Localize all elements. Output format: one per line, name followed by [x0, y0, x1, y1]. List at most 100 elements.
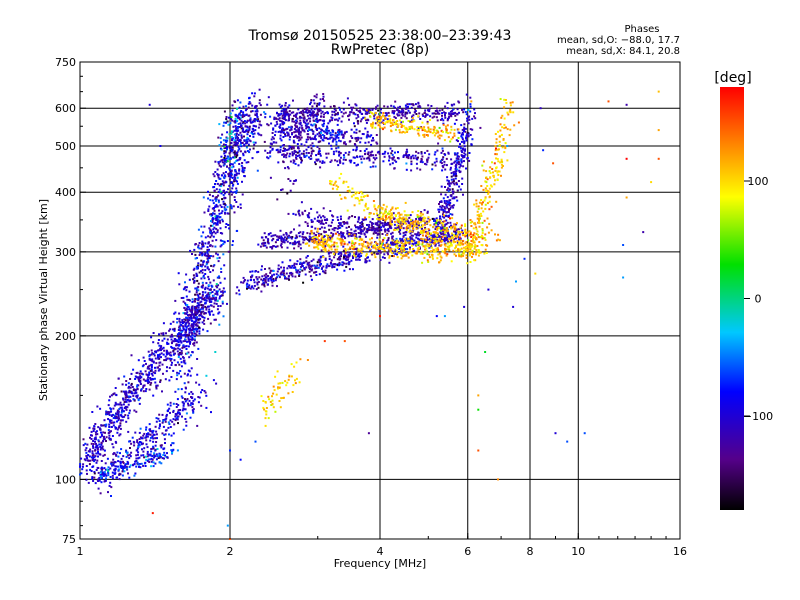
- data-point: [388, 261, 391, 264]
- data-point: [446, 211, 449, 214]
- data-point: [372, 154, 374, 157]
- data-point: [177, 336, 180, 339]
- data-point: [329, 119, 332, 122]
- data-point: [281, 144, 284, 147]
- data-point: [313, 217, 316, 220]
- data-point: [130, 372, 133, 375]
- data-point: [344, 258, 347, 261]
- data-point: [353, 162, 356, 164]
- data-point: [410, 240, 413, 243]
- data-point: [181, 346, 184, 349]
- data-point: [464, 149, 466, 152]
- data-point: [200, 247, 203, 250]
- data-point: [354, 229, 357, 232]
- data-point: [416, 167, 419, 170]
- data-point: [320, 249, 323, 252]
- data-point: [419, 239, 422, 242]
- data-point: [242, 276, 245, 279]
- data-point: [190, 402, 193, 405]
- data-point: [415, 242, 418, 245]
- data-point: [324, 219, 326, 221]
- data-point: [322, 248, 325, 251]
- data-point: [167, 352, 170, 355]
- data-point: [405, 152, 408, 155]
- data-point: [201, 254, 204, 257]
- data-point: [330, 159, 333, 162]
- data-point: [231, 244, 234, 246]
- data-point: [421, 161, 424, 164]
- data-point: [323, 226, 326, 229]
- data-point: [442, 208, 445, 211]
- data-point: [339, 215, 342, 218]
- data-point: [315, 154, 318, 157]
- data-point: [377, 233, 380, 236]
- data-point: [331, 219, 334, 221]
- data-point: [444, 207, 447, 210]
- data-point: [227, 116, 230, 119]
- data-point: [358, 130, 361, 133]
- data-point: [324, 250, 327, 253]
- data-point: [276, 111, 278, 114]
- data-point: [218, 144, 221, 147]
- data-point: [201, 294, 204, 297]
- data-point: [319, 241, 322, 244]
- data-point: [345, 262, 348, 265]
- data-point: [319, 227, 322, 230]
- data-point: [336, 113, 339, 116]
- data-point: [93, 438, 96, 441]
- data-point: [255, 112, 258, 115]
- data-point: [279, 237, 282, 240]
- data-point: [391, 242, 394, 245]
- data-point: [225, 116, 228, 118]
- data-point: [312, 138, 315, 140]
- data-point: [404, 242, 407, 245]
- data-point: [354, 255, 357, 258]
- data-point: [406, 220, 409, 223]
- data-point: [195, 341, 198, 344]
- data-point: [182, 325, 185, 328]
- data-point: [333, 245, 336, 248]
- data-point: [402, 243, 405, 245]
- data-point: [142, 378, 145, 381]
- data-point: [414, 108, 417, 111]
- data-point: [208, 288, 211, 291]
- data-point: [177, 409, 180, 412]
- data-point: [239, 158, 242, 161]
- data-point: [191, 300, 194, 303]
- data-point: [97, 455, 99, 458]
- data-point: [121, 408, 124, 411]
- data-point: [329, 105, 332, 108]
- data-point: [200, 277, 203, 280]
- data-point: [285, 149, 288, 152]
- data-point: [301, 269, 304, 272]
- data-point: [463, 126, 466, 129]
- data-point: [450, 178, 453, 181]
- data-point: [463, 155, 465, 157]
- data-point: [407, 227, 410, 230]
- data-point: [248, 127, 251, 130]
- data-point: [152, 332, 155, 334]
- data-point: [167, 426, 170, 429]
- data-point: [168, 423, 171, 425]
- data-point: [391, 157, 394, 160]
- data-point: [415, 223, 418, 226]
- data-point: [424, 162, 426, 165]
- data-point: [309, 238, 312, 241]
- data-point: [176, 333, 179, 336]
- data-point: [424, 109, 427, 112]
- data-point: [200, 251, 203, 254]
- data-point: [366, 228, 369, 230]
- data-point: [410, 160, 413, 163]
- data-point: [375, 241, 377, 244]
- data-point: [105, 440, 107, 442]
- data-point: [195, 275, 198, 277]
- data-point: [264, 268, 266, 270]
- data-point: [392, 217, 395, 220]
- data-point: [461, 154, 464, 157]
- data-point: [94, 431, 97, 434]
- data-point: [391, 239, 394, 242]
- data-point: [459, 170, 462, 173]
- data-point: [92, 443, 95, 445]
- data-point: [366, 130, 369, 133]
- data-point: [220, 155, 223, 158]
